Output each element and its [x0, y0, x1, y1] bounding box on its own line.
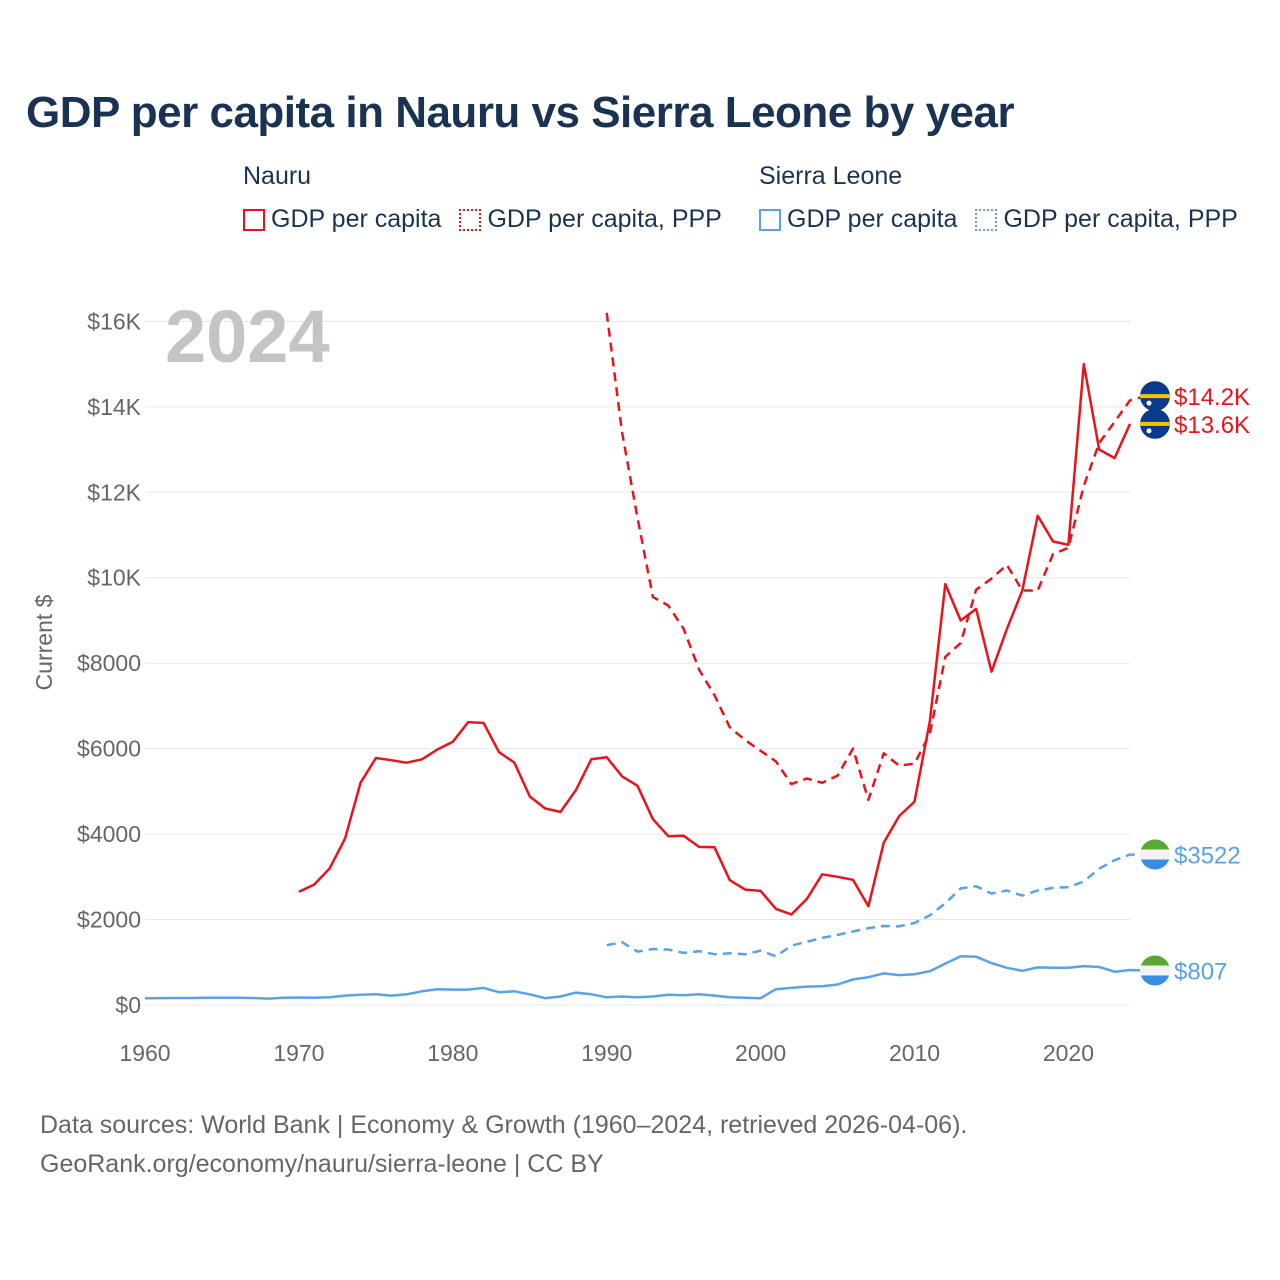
- legend-item-nauru-gdp[interactable]: GDP per capita: [243, 205, 441, 234]
- y-tick-label: $6000: [77, 736, 141, 762]
- x-tick-label: 1960: [119, 1040, 170, 1066]
- x-tick-label: 2020: [1043, 1040, 1094, 1066]
- series-line-nauru-gdp: [298, 362, 1132, 916]
- end-value-label: $14.2K: [1174, 384, 1250, 411]
- y-tick-label: $10K: [87, 565, 141, 591]
- legend-swatch-solid-blue: [759, 208, 781, 231]
- chart-title: GDP per capita in Nauru vs Sierra Leone …: [26, 88, 1015, 137]
- y-tick-label: $2000: [77, 907, 141, 933]
- sierra-leone-flag-icon: [1140, 839, 1170, 870]
- end-value-label: $13.6K: [1174, 412, 1250, 439]
- y-tick-label: $4000: [77, 821, 141, 847]
- chart-footer: Data sources: World Bank | Economy & Gro…: [40, 1106, 967, 1184]
- legend-item-sierra-leone-gdp[interactable]: GDP per capita: [759, 205, 957, 234]
- legend-label: GDP per capita: [787, 205, 958, 233]
- y-axis-label: Current $: [31, 594, 57, 690]
- y-tick-label: $0: [115, 992, 141, 1018]
- series-line-sierra_leone-ppp: [606, 853, 1146, 958]
- legend-swatch-dotted-red: [459, 208, 482, 231]
- x-tick-label: 2010: [889, 1040, 940, 1066]
- series-line-nauru-ppp: [605, 312, 1146, 802]
- year-watermark: 2024: [165, 295, 330, 378]
- y-tick-label: $16K: [87, 308, 141, 334]
- x-tick-label: 1970: [273, 1040, 324, 1066]
- legend-label: GDP per capita, PPP: [1003, 205, 1238, 233]
- end-value-label: $3522: [1174, 843, 1241, 870]
- legend-swatch-solid-red: [243, 208, 265, 231]
- legend-swatch-dotted-blue: [975, 208, 998, 231]
- x-tick-label: 1980: [427, 1040, 478, 1066]
- y-tick-label: $12K: [87, 479, 141, 505]
- y-tick-label: $14K: [87, 394, 141, 420]
- x-tick-label: 1990: [581, 1040, 632, 1066]
- legend-label: GDP per capita, PPP: [487, 205, 722, 233]
- y-tick-label: $8000: [77, 650, 141, 676]
- sierra-leone-flag-icon: [1140, 955, 1170, 986]
- legend-item-sierra-leone-ppp[interactable]: GDP per capita, PPP: [975, 205, 1238, 234]
- nauru-flag-icon: [1140, 381, 1170, 412]
- end-value-label: $807: [1174, 959, 1227, 986]
- x-tick-label: 2000: [735, 1040, 786, 1066]
- legend-label: GDP per capita: [271, 205, 442, 233]
- legend-group-nauru: Nauru GDP per capita GDP per capita, PPP: [243, 162, 722, 234]
- series-line-sierra_leone-gdp: [144, 955, 1146, 1000]
- footer-sources: Data sources: World Bank | Economy & Gro…: [40, 1111, 968, 1139]
- legend-group-sierra-leone: Sierra Leone GDP per capita GDP per capi…: [759, 162, 1238, 234]
- footer-link: GeoRank.org/economy/nauru/sierra-leone |…: [40, 1150, 604, 1178]
- legend-group-name: Sierra Leone: [759, 162, 903, 190]
- nauru-flag-icon: [1140, 408, 1170, 439]
- legend-item-nauru-ppp[interactable]: GDP per capita, PPP: [459, 205, 722, 234]
- legend-group-name: Nauru: [243, 162, 312, 190]
